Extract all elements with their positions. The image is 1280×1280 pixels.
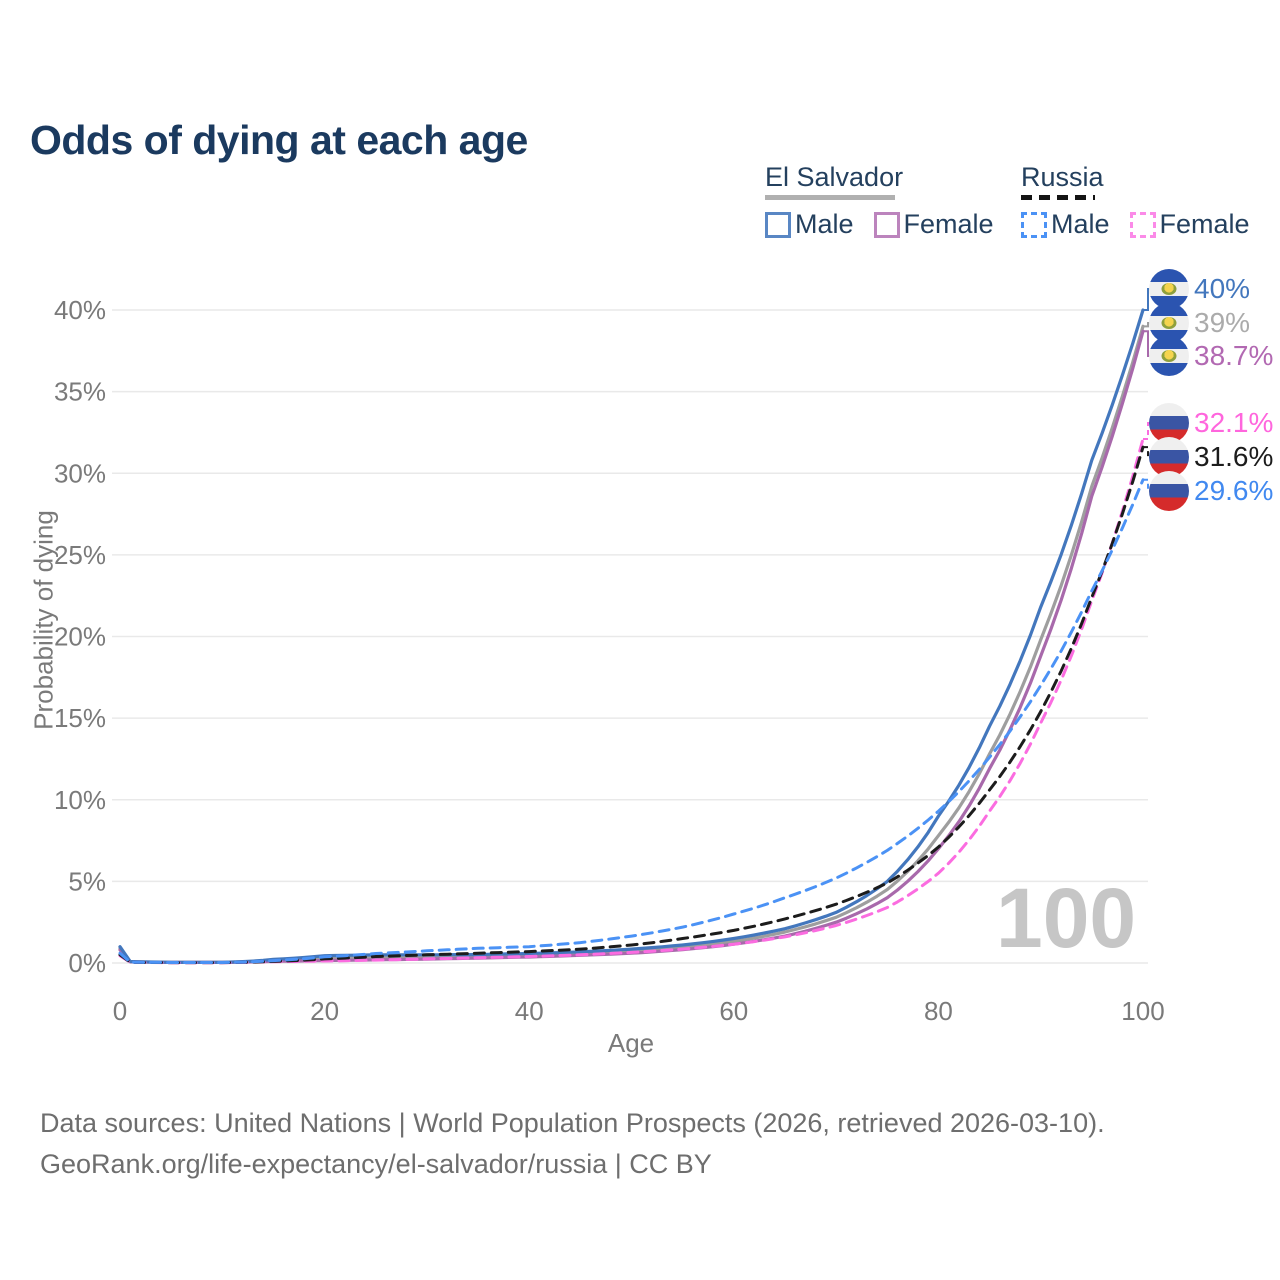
x-tick-label: 100 [1121,996,1164,1026]
x-axis-title: Age [607,1028,655,1058]
el-salvador-flag-icon [1149,336,1189,376]
y-tick-label: 15% [54,703,106,733]
russia-female-swatch [1129,211,1156,238]
data-sources-text: Data sources: United Nations | World Pop… [40,1108,1105,1138]
x-tick-label: 80 [924,996,953,1026]
el-salvador-coat-of-arms-icon [1161,317,1177,329]
x-tick-label: 0 [113,996,127,1026]
russia-male-swatch [1021,211,1047,238]
end-value-label: 39% [1194,307,1251,338]
end-label-leader-line [1143,446,1154,458]
end-value-label: 38.7% [1194,340,1274,371]
legend-item-el-salvador-male[interactable]: Male [765,209,854,240]
y-tick-label: 40% [54,295,106,325]
y-tick-label: 10% [54,785,106,815]
legend-country-russia[interactable]: Russia [1021,162,1104,192]
y-axis-title: Probability of dying [28,510,59,730]
end-label-russia-male: 29.6% [1149,471,1273,511]
series-line-russia-female[interactable] [118,437,1145,965]
page-title: Odds of dying at each age [30,117,528,164]
y-tick-label: 30% [54,458,106,488]
legend-item-russia-female[interactable]: Female [1129,209,1250,240]
legend-country-el-salvador[interactable]: El Salvador [765,162,904,192]
el-salvador-female-swatch [873,211,900,238]
x-tick-label: 20 [310,996,339,1026]
series-line-el-salvador-female[interactable] [118,329,1145,964]
series-line-russia-both-sexes[interactable] [118,445,1145,965]
legend-item-russia-male[interactable]: Male [1021,209,1110,240]
end-value-label: 32.1% [1194,407,1274,438]
el-salvador-flag-icon [1149,269,1189,309]
el-salvador-male-swatch [765,211,791,238]
legend-label: Male [795,209,854,239]
end-label-russia-both-sexes: 31.6% [1149,437,1273,477]
end-value-label: 29.6% [1194,475,1274,506]
end-label-el-salvador-male: 40% [1149,269,1250,309]
el-salvador-coat-of-arms-icon [1161,350,1177,362]
y-tick-label: 0% [68,948,106,978]
end-value-label: 31.6% [1194,441,1274,472]
legend-item-el-salvador-female[interactable]: Female [873,209,994,240]
end-label-el-salvador-female: 38.7% [1149,336,1273,376]
legend-group-russia: Russia Male Female [1021,163,1270,240]
end-value-label: 40% [1194,273,1251,304]
russia-line-style-swatch [1021,195,1095,200]
end-label-russia-female: 32.1% [1149,403,1273,443]
x-tick-label: 40 [515,996,544,1026]
x-tick-label: 60 [719,996,748,1026]
y-tick-label: 35% [54,377,106,407]
end-label-leader-line [1143,422,1154,440]
russia-flag-icon [1149,471,1189,511]
series-line-russia-male[interactable] [118,478,1145,964]
hovered-age-indicator: 100 [996,871,1137,965]
el-salvador-line-style-swatch [765,195,895,200]
y-tick-label: 20% [54,622,106,652]
legend-label: Female [903,209,994,239]
y-tick-label: 5% [68,866,106,896]
y-tick-label: 25% [54,540,106,570]
legend-group-el-salvador: El Salvador Male Female [765,163,1014,240]
legend-label: Female [1159,209,1250,239]
legend-label: Male [1051,209,1110,239]
attribution-link-text: GeoRank.org/life-expectancy/el-salvador/… [40,1149,712,1179]
russia-flag-icon [1149,437,1189,477]
russia-flag-icon [1149,403,1189,443]
el-salvador-coat-of-arms-icon [1161,283,1177,295]
series-line-el-salvador-both-sexes[interactable] [118,324,1145,964]
